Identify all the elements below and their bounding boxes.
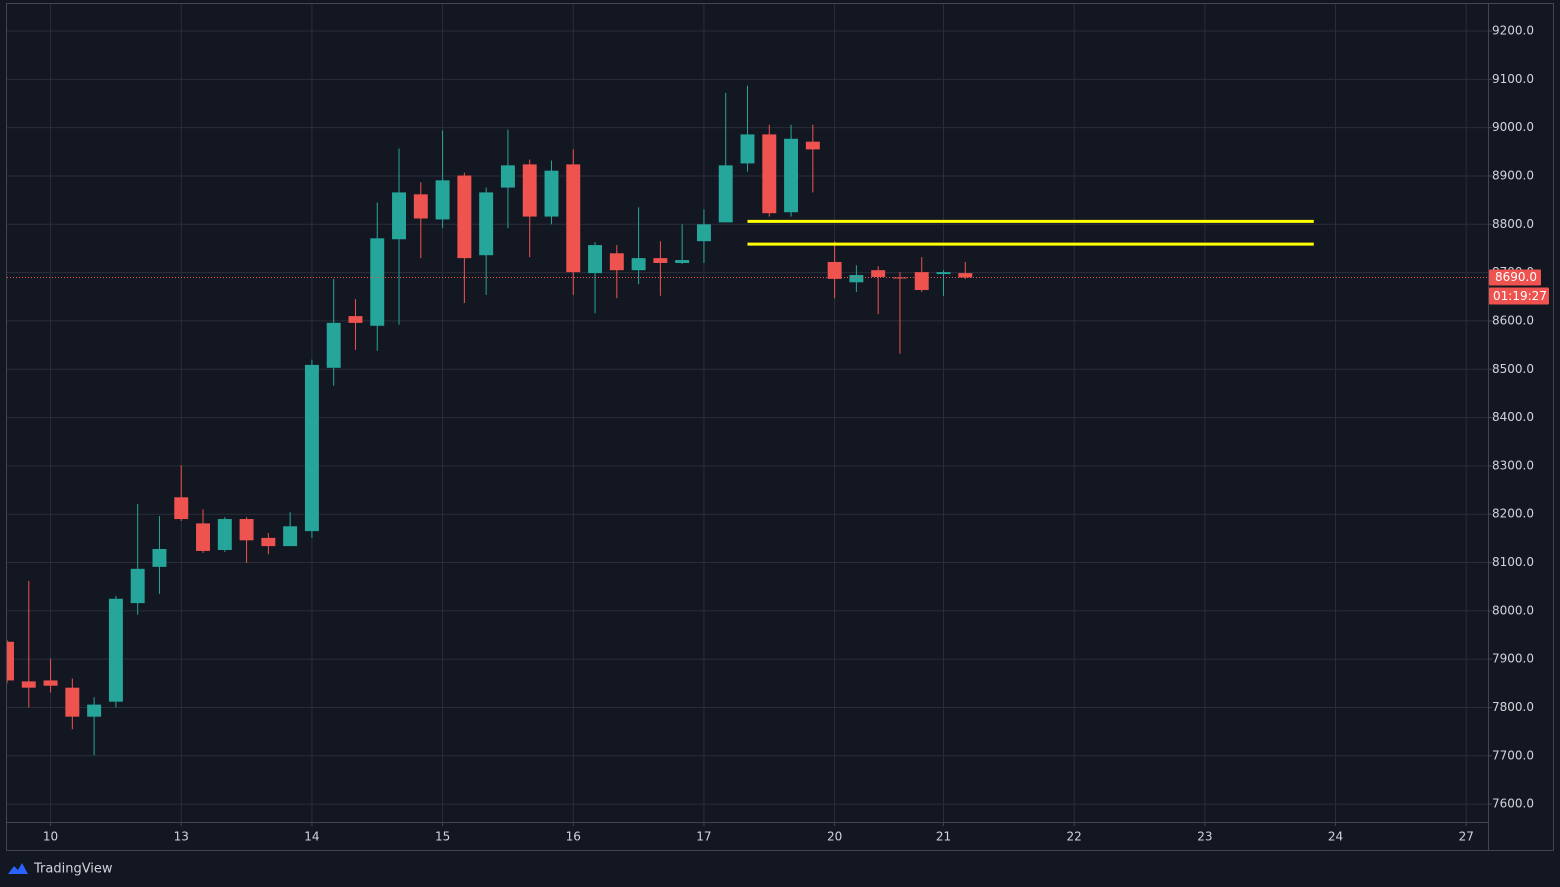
y-tick-label: 7600.0: [1492, 797, 1534, 811]
candle-body: [304, 364, 319, 532]
y-tick-label: 9000.0: [1492, 120, 1534, 134]
candle-body: [653, 258, 668, 263]
candle-body: [479, 192, 494, 256]
candle-body: [457, 175, 472, 259]
candle-body: [631, 258, 646, 271]
y-tick-label: 8000.0: [1492, 603, 1534, 617]
candle-body: [174, 497, 189, 520]
candle-body: [892, 277, 907, 279]
candle-body: [65, 687, 80, 717]
x-tick-label: 27: [1459, 830, 1474, 844]
x-tick-label: 13: [174, 830, 189, 844]
y-tick-label: 9200.0: [1492, 24, 1534, 38]
frame: [6, 3, 1554, 851]
candle-body: [522, 164, 537, 217]
candle-body: [283, 526, 298, 547]
candle-body: [261, 537, 276, 547]
candle-body: [370, 238, 385, 326]
candle-body: [435, 180, 450, 220]
y-tick-label: 8100.0: [1492, 555, 1534, 569]
candle-body: [588, 245, 603, 274]
brand-name: TradingView: [33, 862, 113, 877]
countdown-box: [1489, 287, 1549, 305]
y-tick-label: 8800.0: [1492, 217, 1534, 231]
candle-body: [87, 704, 102, 717]
x-tick-label: 20: [827, 830, 842, 844]
x-tick-label: 15: [435, 830, 450, 844]
x-tick-label: 21: [936, 830, 951, 844]
candle-body: [544, 170, 559, 217]
y-tick-label: 8300.0: [1492, 458, 1534, 472]
x-tick-label: 24: [1328, 830, 1343, 844]
candle-body: [130, 568, 145, 604]
y-tick-label: 8600.0: [1492, 313, 1534, 327]
countdown-label: 01:19:27: [1493, 289, 1547, 303]
candle-body: [21, 681, 36, 688]
candle-body: [718, 165, 733, 223]
candle-body: [413, 194, 428, 219]
candle-body: [936, 272, 951, 275]
y-tick-label: 7700.0: [1492, 748, 1534, 762]
candle-body: [696, 224, 711, 242]
last-price-label: 8690.0: [1495, 270, 1537, 284]
candle-body: [43, 680, 58, 686]
last-price-box: [1489, 269, 1541, 286]
candle-body: [348, 316, 363, 323]
y-tick-label: 7900.0: [1492, 652, 1534, 666]
x-tick-label: 22: [1067, 830, 1082, 844]
x-tick-label: 16: [566, 830, 581, 844]
plot-area: [7, 85, 1488, 756]
candle-body: [827, 261, 842, 279]
candle-body: [392, 192, 406, 240]
candle-body: [762, 134, 777, 214]
y-tick-label: 7800.0: [1492, 700, 1534, 714]
y-tick-label: 8500.0: [1492, 362, 1534, 376]
candle-body: [609, 253, 624, 271]
y-tick-label: 8200.0: [1492, 507, 1534, 521]
candle-body: [784, 138, 799, 213]
candle-body: [805, 141, 820, 150]
candle-body: [675, 260, 690, 263]
candle-body: [217, 519, 232, 550]
y-tick-label: 9100.0: [1492, 72, 1534, 86]
candle-body: [849, 275, 864, 283]
grid: [7, 3, 1488, 822]
candle-body: [958, 273, 973, 278]
y-tick-label: 8400.0: [1492, 410, 1534, 424]
x-tick-label: 10: [43, 830, 58, 844]
candle-body: [740, 134, 755, 164]
candle-body: [914, 272, 929, 291]
y-tick-label: 8900.0: [1492, 168, 1534, 182]
axes: 7600.0 7700.0 7800.0 7900.0 8000.0 8100.0 8200…: [43, 24, 1549, 844]
candle-body: [239, 519, 254, 541]
x-tick-label: 14: [304, 830, 319, 844]
candle-body: [871, 270, 886, 277]
candle-body: [152, 549, 167, 567]
candle-body: [7, 641, 14, 681]
candle-body: [108, 598, 123, 702]
x-tick-label: 17: [696, 830, 711, 844]
x-tick-label: 23: [1197, 830, 1212, 844]
candle-body: [566, 164, 581, 273]
candle-body: [196, 523, 210, 551]
candle-body: [326, 322, 341, 368]
brand-logo[interactable]: TradingView: [8, 862, 113, 877]
candle-body: [500, 165, 515, 188]
brand-icon: [8, 863, 28, 874]
